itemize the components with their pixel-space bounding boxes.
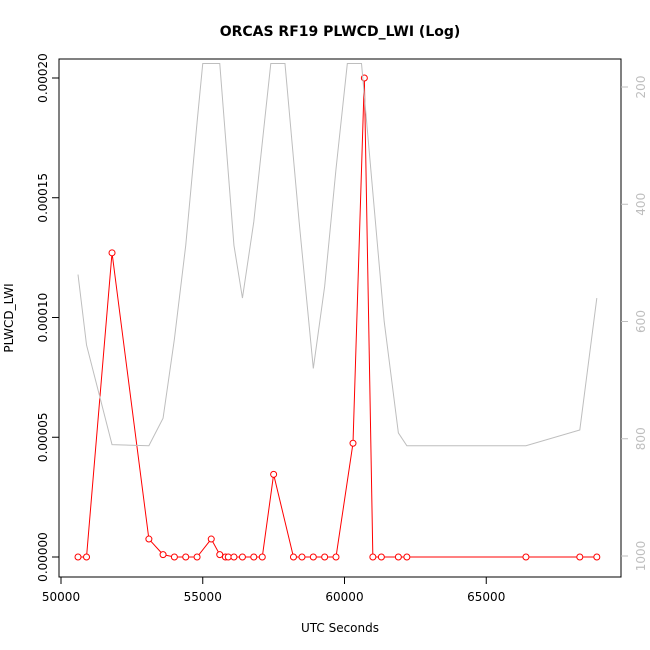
data-point <box>207 535 215 543</box>
x-axis-label: UTC Seconds <box>301 621 379 635</box>
y-tick-label: 0.00015 <box>36 173 50 223</box>
y2-tick-label: 200 <box>634 76 648 99</box>
data-point <box>369 553 377 561</box>
data-point <box>349 439 357 447</box>
secondary-series-line <box>77 63 598 447</box>
y-axis-label: PLWCD_LWI <box>2 283 16 352</box>
data-point <box>145 535 153 543</box>
y2-tick-label: 800 <box>634 427 648 450</box>
data-point <box>403 553 411 561</box>
data-point <box>238 553 246 561</box>
chart-title: ORCAS RF19 PLWCD_LWI (Log) <box>220 24 461 40</box>
data-point <box>332 553 340 561</box>
series-layer <box>74 63 601 561</box>
data-point <box>576 553 584 561</box>
data-point <box>108 249 116 257</box>
data-point <box>170 553 178 561</box>
data-point <box>321 553 329 561</box>
x-tick-label: 65000 <box>467 590 505 604</box>
data-point <box>182 553 190 561</box>
data-point <box>83 553 91 561</box>
y2-tick-label: 1000 <box>634 541 648 572</box>
data-point <box>159 551 167 559</box>
data-point <box>377 553 385 561</box>
data-point <box>593 553 601 561</box>
x-axis: 50000 55000 60000 65000 <box>42 577 505 604</box>
y-tick-label: 0.00005 <box>36 412 50 462</box>
y2-tick-label: 400 <box>634 193 648 216</box>
y2-axis: 200 400 600 800 1000 <box>621 76 648 572</box>
y-tick-label: 0.00000 <box>36 532 50 582</box>
data-point <box>224 553 232 561</box>
data-point <box>250 553 258 561</box>
y2-tick-label: 600 <box>634 310 648 333</box>
x-tick-label: 50000 <box>42 590 80 604</box>
data-point <box>289 553 297 561</box>
data-point <box>193 553 201 561</box>
primary-series-line <box>78 77 597 558</box>
data-point <box>74 553 82 561</box>
data-point <box>216 551 224 559</box>
data-point <box>309 553 317 561</box>
data-point <box>394 553 402 561</box>
y-axis: 0.00000 0.00005 0.00010 0.00015 0.00020 <box>36 53 59 582</box>
x-tick-label: 55000 <box>184 590 222 604</box>
data-point <box>230 553 238 561</box>
data-point <box>522 553 530 561</box>
data-point <box>258 553 266 561</box>
y-tick-label: 0.00010 <box>36 293 50 343</box>
data-point <box>270 470 278 478</box>
y-tick-label: 0.00020 <box>36 53 50 103</box>
x-tick-label: 60000 <box>325 590 363 604</box>
data-point <box>298 553 306 561</box>
